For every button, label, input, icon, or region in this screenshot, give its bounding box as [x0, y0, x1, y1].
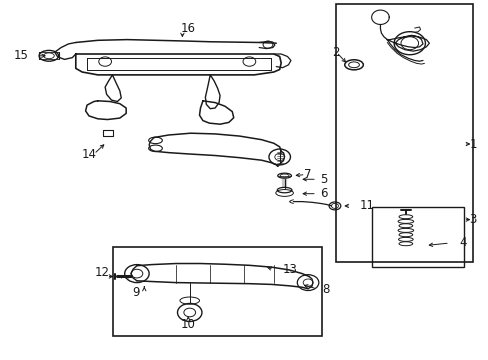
- Bar: [336, 4, 472, 262]
- Text: 3: 3: [468, 213, 476, 226]
- Bar: [371, 207, 463, 267]
- Text: 1: 1: [468, 138, 476, 150]
- Text: 11: 11: [359, 199, 374, 212]
- Text: 4: 4: [459, 237, 466, 249]
- Text: 13: 13: [282, 263, 297, 276]
- Text: 8: 8: [322, 283, 329, 296]
- Text: 14: 14: [81, 148, 96, 161]
- Text: 9: 9: [132, 286, 140, 299]
- Text: 6: 6: [320, 187, 327, 200]
- Text: 15: 15: [14, 49, 28, 62]
- Text: 16: 16: [181, 22, 195, 35]
- Text: 12: 12: [94, 266, 109, 279]
- Text: 5: 5: [320, 173, 327, 186]
- Bar: [113, 247, 321, 336]
- Text: 10: 10: [181, 318, 195, 331]
- Text: 2: 2: [332, 46, 339, 59]
- Text: 7: 7: [304, 168, 311, 181]
